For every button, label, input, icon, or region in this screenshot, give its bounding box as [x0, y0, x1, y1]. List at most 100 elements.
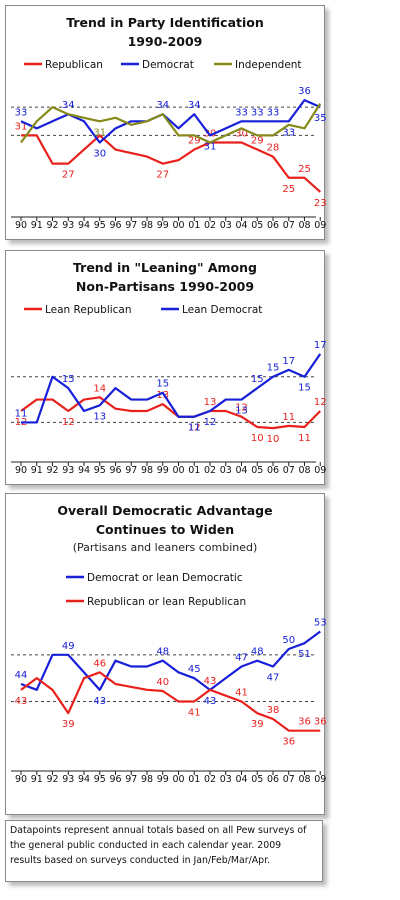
leaning-chart-panel: Trend in "Leaning" Among Non-Partisans 1… — [5, 250, 327, 485]
x-tick-label: 96 — [109, 465, 121, 476]
data-label: 44 — [15, 670, 28, 681]
data-label: 11 — [298, 433, 311, 444]
data-label: 10 — [251, 433, 264, 444]
chart-title-line2: Non-Partisans 1990-2009 — [75, 279, 255, 294]
data-label: 43 — [204, 676, 217, 687]
data-label: 11 — [15, 408, 28, 419]
series-line — [21, 134, 321, 193]
party-identification-chart-panel: Trend in Party Identification 1990-2009 … — [5, 5, 327, 240]
data-label: 34 — [62, 100, 75, 111]
x-tick-label: 01 — [188, 465, 200, 476]
x-tick-label: 92 — [46, 465, 58, 476]
x-tick-label: 99 — [157, 774, 169, 785]
legend-label: Lean Democrat — [182, 304, 262, 316]
chart-title-line1: Overall Democratic Advantage — [57, 503, 273, 518]
legend-label: Republican or lean Republican — [87, 596, 246, 608]
data-label: 45 — [188, 664, 201, 675]
data-label: 41 — [235, 688, 248, 699]
x-tick-label: 05 — [251, 774, 263, 785]
data-label: 29 — [188, 136, 201, 147]
x-tick-label: 91 — [31, 774, 43, 785]
data-label: 13 — [204, 397, 217, 408]
x-tick-label: 08 — [298, 465, 310, 476]
data-label: 36 — [314, 717, 327, 728]
x-tick-label: 07 — [283, 774, 295, 785]
data-label: 27 — [62, 170, 75, 181]
data-label: 28 — [267, 143, 280, 154]
data-label: 41 — [188, 708, 201, 719]
chart-subtitle: (Partisans and leaners combined) — [72, 541, 258, 554]
chart-title-line1: Trend in "Leaning" Among — [73, 260, 257, 275]
data-label: 36 — [298, 86, 311, 97]
data-label: 38 — [267, 705, 280, 716]
data-label: 33 — [235, 107, 248, 118]
footnote-line: results based on surveys conducted in Ja… — [10, 855, 271, 866]
x-tick-label: 97 — [125, 465, 137, 476]
x-tick-label: 94 — [78, 220, 90, 231]
data-label: 30 — [235, 128, 248, 139]
x-tick-label: 91 — [31, 220, 43, 231]
data-label: 51 — [298, 649, 311, 660]
chart-title-line2: Continues to Widen — [95, 522, 235, 537]
chart-title-line2: 1990-2009 — [127, 34, 203, 49]
legend-label: Democrat or lean Democratic — [87, 572, 243, 584]
party-identification-chart: Republican Democrat Independent 90 91 92 93 94 9… — [11, 59, 327, 231]
data-label: 30 — [93, 148, 106, 159]
x-tick-label: 01 — [188, 774, 200, 785]
x-tick-label: 91 — [31, 465, 43, 476]
x-tick-label: 97 — [125, 220, 137, 231]
data-label: 12 — [204, 417, 217, 428]
x-tick-label: 07 — [283, 465, 295, 476]
x-tick-label: 06 — [267, 220, 279, 231]
data-label: 39 — [251, 719, 264, 730]
data-label: 12 — [314, 397, 327, 408]
leaning-chart: Lean Republican Lean Democrat 90 91 92 93 94 95… — [11, 304, 327, 476]
data-label: 46 — [93, 658, 106, 669]
x-tick-label: 99 — [157, 465, 169, 476]
legend-label: Republican — [45, 59, 103, 71]
footnote: Datapoints represent annual totals based… — [5, 820, 323, 882]
x-tick-label: 97 — [125, 774, 137, 785]
x-tick-label: 05 — [251, 465, 263, 476]
x-tick-label: 00 — [172, 774, 184, 785]
data-label: 13 — [93, 411, 106, 422]
data-label: 25 — [298, 164, 311, 175]
data-label: 31 — [15, 121, 28, 132]
data-label: 15 — [267, 363, 280, 374]
x-tick-label: 95 — [94, 465, 106, 476]
data-label: 27 — [156, 170, 169, 181]
x-tick-label: 92 — [46, 220, 58, 231]
x-tick-label: 02 — [204, 465, 216, 476]
chart-title-line1: Trend in Party Identification — [66, 15, 264, 30]
x-tick-label: 98 — [141, 465, 153, 476]
data-label: 13 — [156, 390, 169, 401]
data-label: 14 — [93, 383, 106, 394]
series-line — [20, 396, 322, 430]
data-label: 36 — [298, 717, 311, 728]
series-line — [21, 353, 322, 424]
x-tick-label: 09 — [314, 220, 326, 231]
x-tick-label: 99 — [157, 220, 169, 231]
democratic-advantage-chart: Democrat or lean Democratic Republican or… — [11, 572, 327, 785]
x-tick-label: 08 — [298, 220, 310, 231]
footnote-line: the general public conducted in each cal… — [10, 840, 282, 851]
x-tick-label: 01 — [188, 220, 200, 231]
x-tick-label: 95 — [94, 774, 106, 785]
data-label: 34 — [188, 100, 201, 111]
democratic-advantage-chart-panel: Overall Democratic Advantage Continues t… — [5, 493, 327, 815]
x-tick-label: 02 — [204, 774, 216, 785]
x-tick-label: 93 — [62, 774, 74, 785]
data-label: 49 — [62, 641, 75, 652]
legend-label: Lean Republican — [45, 304, 132, 316]
x-tick-label: 93 — [62, 465, 74, 476]
data-label: 29 — [251, 136, 264, 147]
data-label: 12 — [62, 417, 75, 428]
x-tick-label: 04 — [235, 774, 247, 785]
data-label: 53 — [314, 618, 327, 629]
series-line — [20, 103, 322, 144]
legend-label: Democrat — [142, 59, 194, 71]
data-label: 15 — [298, 383, 311, 394]
footnote-line: Datapoints represent annual totals based… — [10, 825, 307, 836]
x-tick-label: 03 — [220, 774, 232, 785]
data-label: 43 — [15, 696, 28, 707]
